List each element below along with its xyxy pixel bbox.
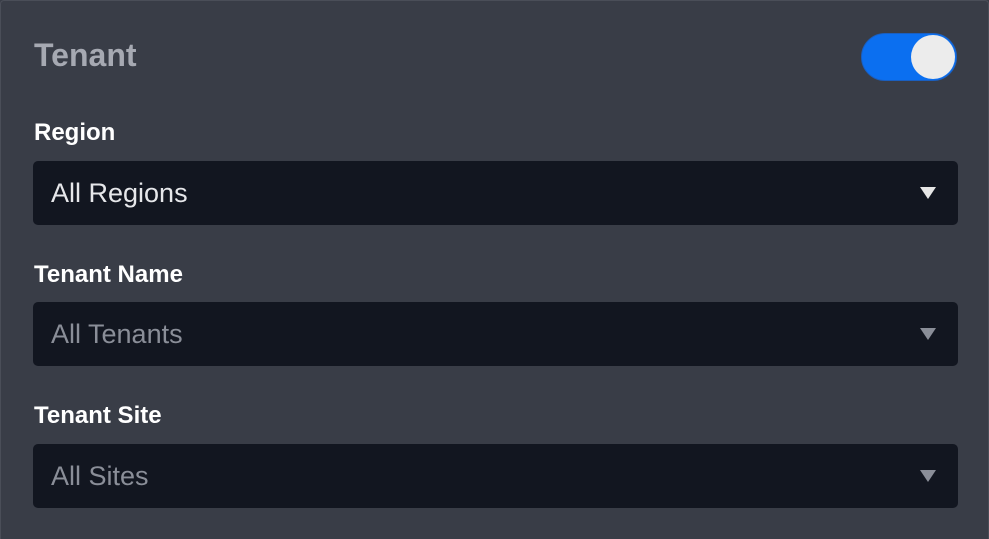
chevron-down-icon — [920, 187, 936, 199]
region-label: Region — [34, 119, 116, 146]
toggle-knob — [911, 35, 955, 79]
tenant-name-label: Tenant Name — [34, 261, 183, 288]
tenant-site-label: Tenant Site — [34, 402, 162, 429]
tenant-name-select[interactable]: All Tenants — [33, 302, 958, 366]
chevron-down-icon — [920, 470, 936, 482]
tenant-site-select-value: All Sites — [51, 461, 149, 491]
chevron-down-icon — [920, 328, 936, 340]
tenant-name-select-value: All Tenants — [51, 319, 183, 349]
panel-title: Tenant — [34, 37, 137, 73]
tenant-site-select[interactable]: All Sites — [33, 444, 958, 508]
region-select-value: All Regions — [51, 178, 188, 208]
tenant-toggle[interactable] — [861, 33, 957, 81]
region-select[interactable]: All Regions — [33, 161, 958, 225]
